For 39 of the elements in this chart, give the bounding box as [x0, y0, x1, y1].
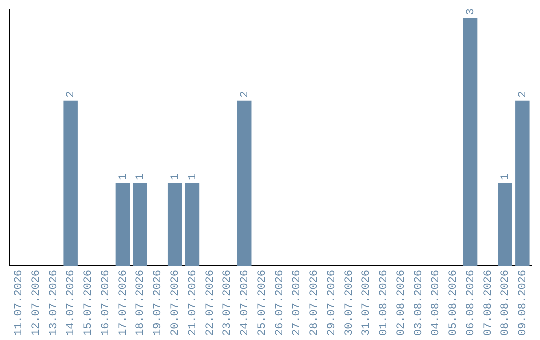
x-tick-label: 25.07.2026 — [256, 270, 269, 336]
x-tick-label: 23.07.2026 — [222, 270, 234, 336]
x-tick-label: 30.07.2026 — [344, 270, 356, 336]
data-label: 2 — [518, 91, 530, 98]
x-tick-label: 27.07.2026 — [292, 270, 304, 336]
x-tick-label: 08.08.2026 — [500, 270, 512, 336]
x-tick-label: 03.08.2026 — [413, 270, 426, 336]
data-label: 1 — [118, 173, 130, 180]
data-label: 1 — [135, 173, 148, 180]
x-tick-label: 29.07.2026 — [326, 270, 338, 336]
x-tick-label: 04.08.2026 — [430, 270, 443, 336]
x-tick-label: 11.07.2026 — [14, 270, 26, 336]
x-tick-label: 22.07.2026 — [204, 270, 217, 336]
data-label: 1 — [500, 173, 512, 180]
x-tick-label: 09.08.2026 — [518, 270, 530, 336]
x-tick-label: 06.08.2026 — [465, 270, 478, 336]
x-tick-label: 26.07.2026 — [274, 270, 286, 336]
data-label: 1 — [170, 173, 182, 180]
x-tick-label: 01.08.2026 — [378, 270, 391, 336]
x-tick-label: 31.07.2026 — [361, 270, 374, 336]
x-tick-label: 21.07.2026 — [187, 270, 200, 336]
x-tick-label: 02.08.2026 — [396, 270, 408, 336]
x-tick-label: 24.07.2026 — [240, 270, 252, 336]
x-tick-label: 19.07.2026 — [152, 270, 165, 336]
x-tick-label: 13.07.2026 — [48, 270, 60, 336]
x-tick-label: 15.07.2026 — [83, 270, 96, 336]
x-tick-label: 28.07.2026 — [309, 270, 322, 336]
x-tick-label: 12.07.2026 — [30, 270, 43, 336]
x-tick-label: 18.07.2026 — [135, 270, 148, 336]
data-label: 2 — [240, 91, 252, 98]
x-tick-label: 20.07.2026 — [170, 270, 182, 336]
x-tick-label: 17.07.2026 — [118, 270, 130, 336]
data-label: 2 — [66, 91, 78, 98]
x-tick-label: 07.08.2026 — [482, 270, 495, 336]
data-label: 3 — [465, 8, 478, 16]
data-label: 1 — [187, 173, 200, 180]
x-tick-label: 16.07.2026 — [100, 270, 112, 336]
x-tick-label: 05.08.2026 — [448, 270, 460, 336]
x-tick-label: 14.07.2026 — [66, 270, 78, 336]
